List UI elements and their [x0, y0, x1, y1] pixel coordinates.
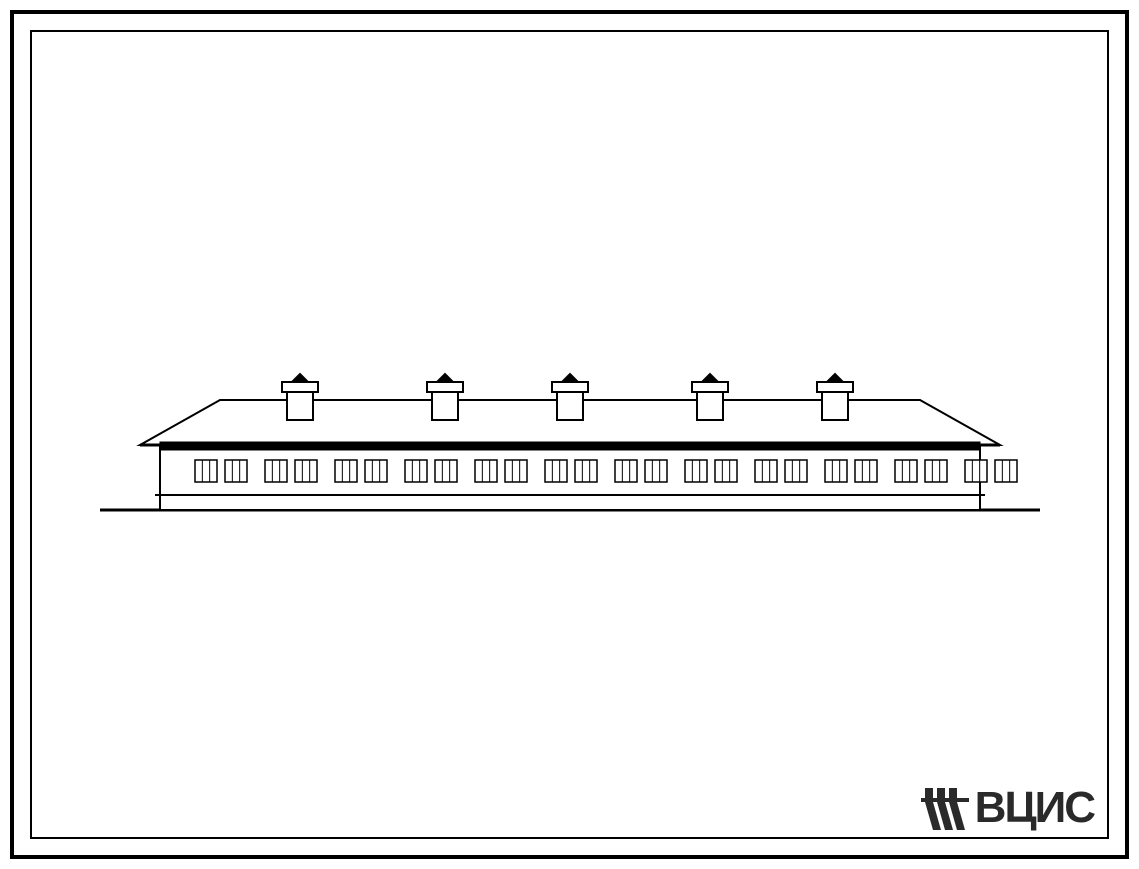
drawing-area — [50, 50, 1089, 819]
logo-icon — [919, 782, 971, 834]
logo: ВЦИС — [919, 782, 1094, 834]
building-elevation — [100, 330, 1040, 550]
logo-text: ВЦИС — [975, 783, 1094, 833]
